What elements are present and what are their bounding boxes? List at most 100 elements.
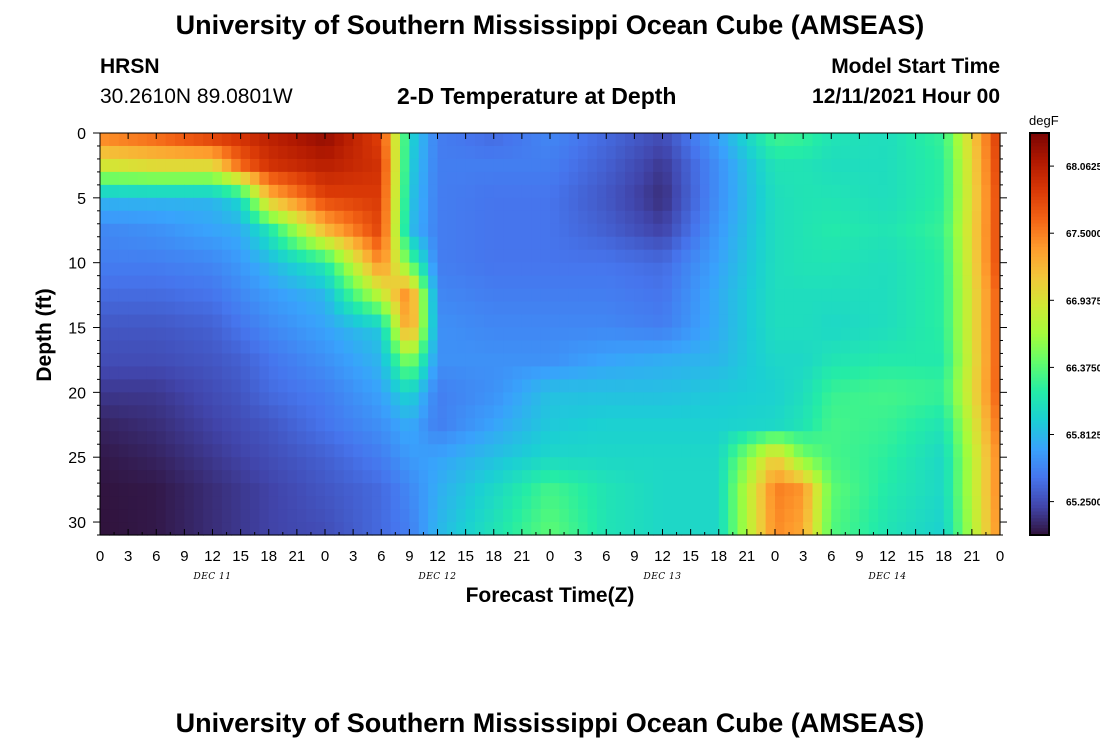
heatmap-cell	[250, 171, 260, 186]
x-tick-label: 9	[630, 548, 638, 565]
heatmap-cell	[184, 483, 195, 497]
heatmap-cell	[709, 353, 720, 368]
heatmap-cell	[221, 171, 232, 186]
heatmap-cell	[315, 379, 326, 393]
heatmap-cell	[671, 249, 682, 264]
heatmap-cell	[456, 457, 467, 471]
model-start-value: 12/11/2021 Hour 00	[812, 85, 1000, 108]
heatmap-cell	[203, 288, 214, 303]
heatmap-cell	[362, 210, 373, 225]
heatmap-cell	[231, 327, 242, 342]
heatmap-cell	[146, 470, 157, 484]
heatmap-cell	[821, 236, 832, 251]
heatmap-cell	[175, 262, 185, 277]
heatmap-cell	[296, 301, 307, 316]
heatmap-cell	[775, 301, 785, 316]
heatmap-cell	[906, 314, 917, 329]
heatmap-cell	[681, 470, 692, 484]
heatmap-cell	[540, 522, 551, 536]
heatmap-cell	[606, 509, 617, 523]
heatmap-cell	[156, 444, 167, 458]
heatmap-cell	[428, 275, 439, 290]
heatmap-cell	[268, 145, 279, 160]
heatmap-cell	[925, 327, 935, 342]
heatmap-cell	[381, 249, 392, 264]
heatmap-cell	[643, 405, 654, 419]
heatmap-cell	[962, 392, 973, 406]
heatmap-cell	[109, 457, 120, 471]
heatmap-cell	[250, 288, 260, 303]
heatmap-cell	[559, 509, 570, 523]
heatmap-cell	[184, 275, 195, 290]
heatmap-cell	[587, 496, 598, 510]
heatmap-cell	[250, 275, 260, 290]
heatmap-cell	[259, 444, 270, 458]
heatmap-cell	[409, 379, 420, 393]
heatmap-cell	[878, 236, 889, 251]
heatmap-cell	[146, 171, 157, 186]
heatmap-cell	[100, 470, 110, 484]
heatmap-cell	[934, 236, 945, 251]
heatmap-cell	[306, 236, 317, 251]
heatmap-cell	[868, 405, 879, 419]
heatmap-cell	[400, 223, 410, 238]
heatmap-cell	[353, 444, 364, 458]
heatmap-cell	[943, 210, 954, 225]
heatmap-cell	[728, 483, 739, 497]
heatmap-cell	[718, 496, 729, 510]
heatmap-cell	[709, 509, 720, 523]
heatmap-cell	[465, 353, 476, 368]
heatmap-cell	[671, 275, 682, 290]
heatmap-cell	[821, 457, 832, 471]
heatmap-cell	[596, 210, 607, 225]
heatmap-cell	[765, 496, 776, 510]
heatmap-cell	[625, 210, 635, 225]
heatmap-cell	[859, 522, 870, 536]
heatmap-cell	[962, 262, 973, 277]
heatmap-cell	[175, 496, 185, 510]
heatmap-cell	[231, 288, 242, 303]
colorbar-swatch	[1030, 508, 1049, 513]
heatmap-cell	[690, 145, 701, 160]
heatmap-cell	[878, 158, 889, 173]
heatmap-cell	[400, 288, 410, 303]
heatmap-cell	[334, 496, 345, 510]
heatmap-cell	[906, 496, 917, 510]
heatmap-cell	[709, 301, 720, 316]
heatmap-cell	[868, 327, 879, 342]
heatmap-cell	[578, 145, 589, 160]
heatmap-cell	[700, 496, 710, 510]
heatmap-cell	[568, 522, 579, 536]
heatmap-cell	[550, 509, 560, 523]
page-title: University of Southern Mississippi Ocean…	[175, 10, 925, 40]
heatmap-cell	[128, 405, 139, 419]
heatmap-cell	[100, 418, 110, 432]
heatmap-cell	[625, 470, 635, 484]
heatmap-cell	[925, 496, 935, 510]
heatmap-cell	[503, 184, 514, 199]
heatmap-cell	[428, 444, 439, 458]
heatmap-cell	[756, 171, 767, 186]
heatmap-cell	[381, 496, 392, 510]
heatmap-cell	[531, 327, 542, 342]
heatmap-cell	[737, 210, 748, 225]
heatmap-cell	[681, 236, 692, 251]
heatmap-cell	[390, 133, 401, 147]
heatmap-cell	[831, 405, 842, 419]
heatmap-cell	[409, 405, 420, 419]
colorbar-swatch	[1030, 280, 1049, 285]
heatmap-cell	[287, 522, 298, 536]
heatmap-cell	[278, 431, 289, 445]
colorbar-swatch	[1030, 334, 1049, 338]
heatmap-cell	[268, 522, 279, 536]
heatmap-cell	[446, 444, 457, 458]
heatmap-cell	[390, 275, 401, 290]
heatmap-cell	[137, 418, 148, 432]
heatmap-cell	[587, 483, 598, 497]
heatmap-cell	[118, 340, 129, 355]
heatmap-cell	[446, 496, 457, 510]
heatmap-cell	[100, 184, 110, 199]
heatmap-cell	[306, 223, 317, 238]
heatmap-cell	[521, 223, 532, 238]
heatmap-cell	[240, 366, 251, 380]
